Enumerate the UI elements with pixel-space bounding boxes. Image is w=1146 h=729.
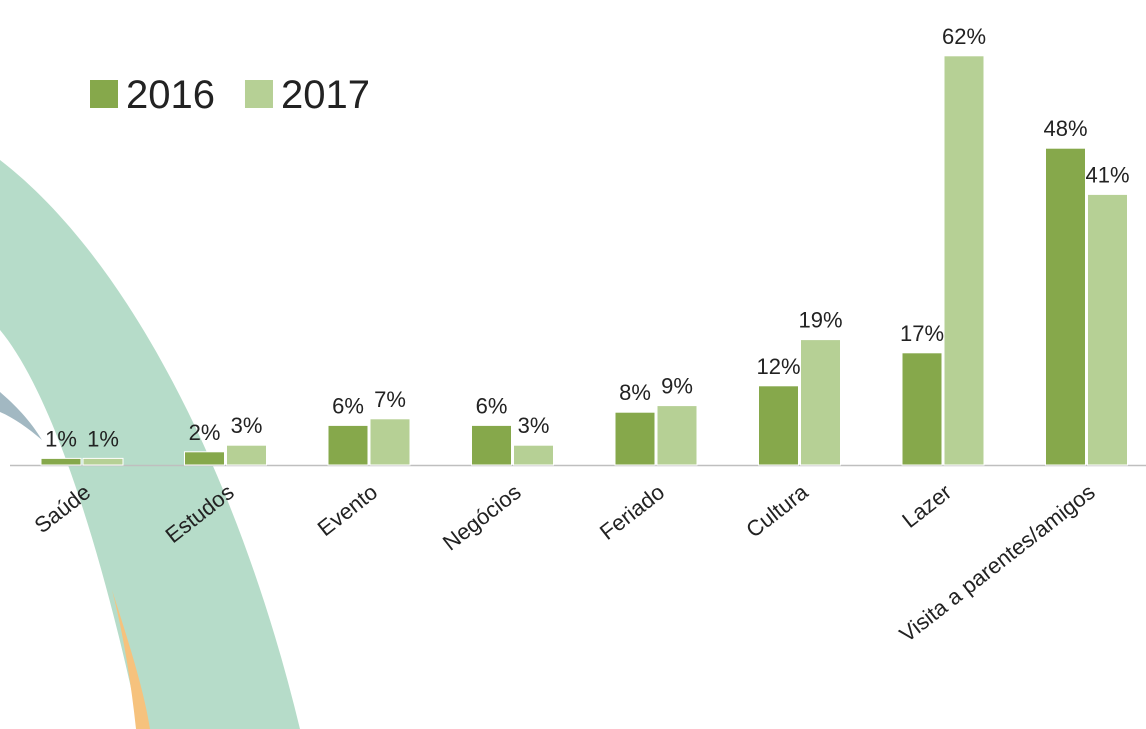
- value-label: 12%: [756, 354, 800, 379]
- legend-swatch: [244, 80, 273, 108]
- background-accent: [0, 392, 42, 440]
- bar: [614, 411, 656, 466]
- bar: [82, 457, 124, 466]
- bar: [1045, 147, 1086, 466]
- x-tick-label: Evento: [313, 479, 382, 541]
- value-label: 41%: [1085, 162, 1129, 187]
- value-label: 3%: [231, 413, 263, 438]
- x-tick-label: Lazer: [897, 479, 956, 533]
- bar: [369, 418, 411, 466]
- value-label: 6%: [332, 393, 364, 418]
- value-label: 62%: [942, 24, 986, 49]
- value-label: 1%: [45, 426, 77, 451]
- bar: [1087, 193, 1128, 466]
- value-label: 9%: [661, 374, 693, 399]
- bar: [471, 424, 512, 466]
- value-label: 2%: [189, 420, 221, 445]
- bar: [943, 55, 985, 466]
- bar: [40, 457, 82, 466]
- value-label: 6%: [476, 393, 508, 418]
- bar: [901, 352, 943, 466]
- x-tick-label: Cultura: [741, 479, 813, 543]
- x-tick-label: Feriado: [595, 479, 669, 545]
- bar: [327, 424, 369, 466]
- background-swoosh: [0, 160, 300, 729]
- background-accent: [112, 590, 150, 729]
- bar: [656, 405, 698, 466]
- legend-swatch: [90, 80, 118, 108]
- value-label: 7%: [374, 387, 406, 412]
- value-label: 8%: [619, 380, 651, 405]
- value-label: 1%: [87, 426, 119, 451]
- legend-label: 2017: [281, 73, 370, 117]
- x-tick-label: Negócios: [438, 479, 526, 555]
- bar: [184, 451, 225, 466]
- bar: [800, 339, 841, 466]
- bar: [758, 385, 799, 466]
- value-label: 48%: [1043, 116, 1087, 141]
- value-label: 19%: [798, 308, 842, 333]
- background-decoration: [0, 160, 300, 729]
- value-label: 17%: [900, 321, 944, 346]
- value-label: 3%: [518, 413, 550, 438]
- bar: [513, 444, 554, 466]
- legend-label: 2016: [126, 73, 215, 117]
- bar: [226, 444, 267, 466]
